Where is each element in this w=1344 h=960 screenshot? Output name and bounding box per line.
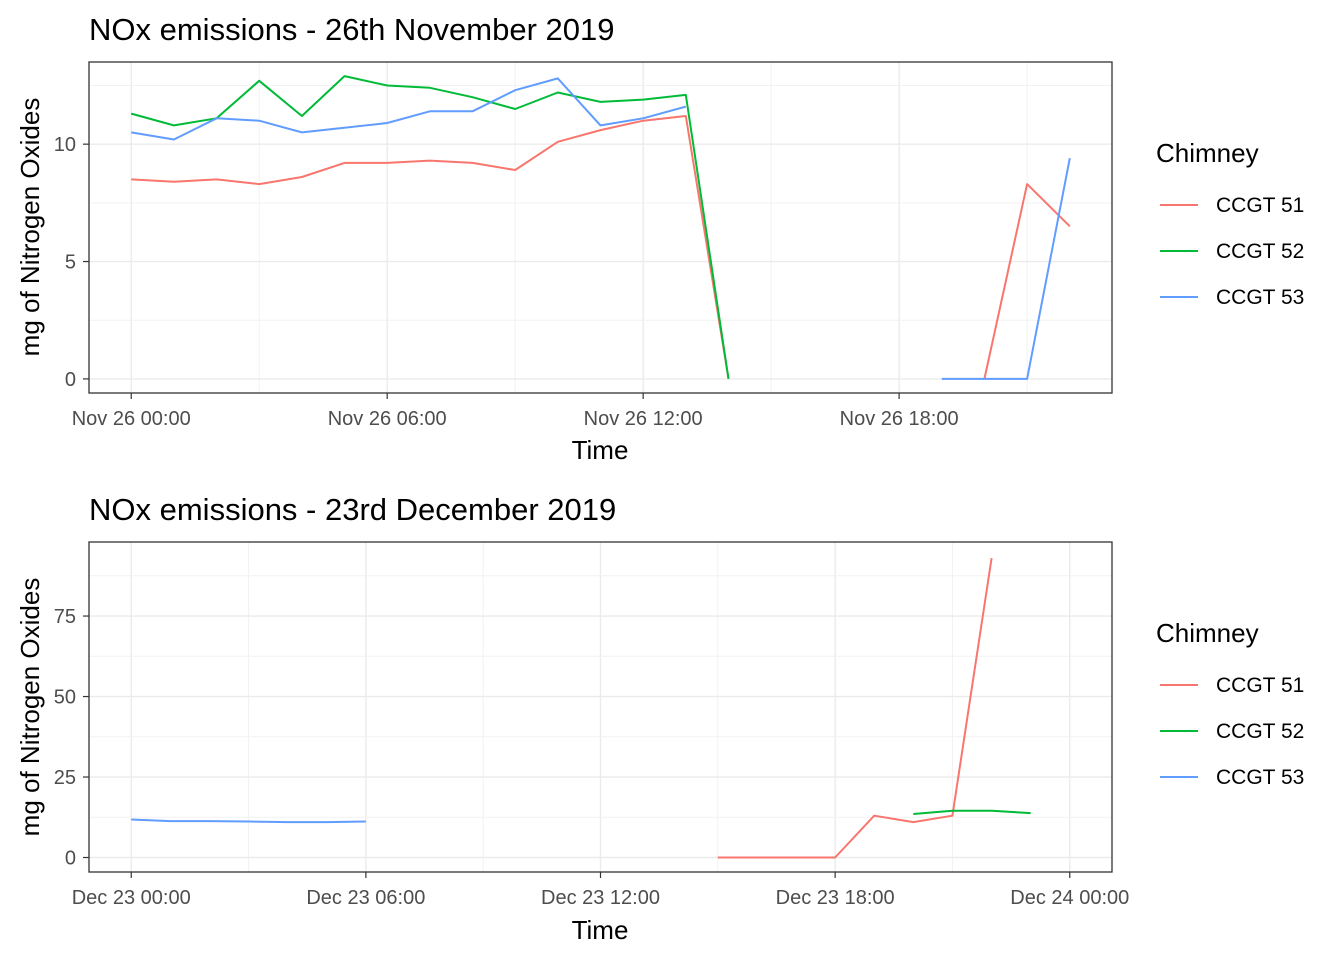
series-line-ccgt-51 bbox=[131, 115, 1071, 380]
chart-2-legend: Chimney CCGT 51 CCGT 52 CCGT 53 bbox=[1156, 618, 1304, 789]
chart-2-gridlines bbox=[89, 542, 1112, 872]
y-tick-label: 10 bbox=[54, 134, 76, 156]
series-line-ccgt-53 bbox=[131, 818, 366, 824]
chart-2-ticks: Dec 23 00:00 Dec 23 06:00 Dec 23 12:00 Dec … bbox=[54, 606, 1130, 909]
series-line-ccgt-51 bbox=[717, 557, 993, 859]
chart-panel-2: NOx emissions - 23rd December 2019 Dec 2… bbox=[15, 492, 1304, 945]
chart-2-x-axis-title: Time bbox=[572, 915, 629, 945]
x-tick-label: Dec 23 12:00 bbox=[541, 887, 660, 909]
chart-2-legend-title: Chimney bbox=[1156, 618, 1259, 648]
y-tick-label: 75 bbox=[54, 606, 76, 628]
y-tick-label: 0 bbox=[65, 369, 76, 391]
x-tick-label: Dec 23 06:00 bbox=[306, 887, 425, 909]
series-line-ccgt-53 bbox=[131, 77, 1071, 380]
x-tick-label: Dec 23 00:00 bbox=[72, 887, 191, 909]
legend-label-ccgt-52: CCGT 52 bbox=[1216, 240, 1304, 263]
chart-1-y-axis-title: mg of Nitrogen Oxides bbox=[15, 98, 45, 357]
legend-label-ccgt-53: CCGT 53 bbox=[1216, 766, 1304, 789]
chart-1-x-axis-title: Time bbox=[572, 435, 629, 465]
chart-panel-1: NOx emissions - 26th November 2019 Nov 2… bbox=[15, 12, 1304, 465]
chart-1-ticks: Nov 26 00:00 Nov 26 06:00 Nov 26 12:00 Nov … bbox=[54, 134, 959, 430]
series-line-ccgt-52 bbox=[913, 809, 1031, 815]
legend-label-ccgt-51: CCGT 51 bbox=[1216, 674, 1304, 697]
series-line-ccgt-52 bbox=[130, 75, 730, 380]
chart-1-panel-border bbox=[88, 61, 1113, 394]
chart-1-series-lines bbox=[130, 75, 1071, 380]
x-tick-label: Nov 26 00:00 bbox=[72, 408, 191, 430]
x-tick-label: Nov 26 18:00 bbox=[840, 408, 959, 430]
y-tick-label: 50 bbox=[54, 687, 76, 709]
y-tick-label: 25 bbox=[54, 767, 76, 789]
chart-1-title: NOx emissions - 26th November 2019 bbox=[89, 12, 615, 47]
chart-2-series-lines bbox=[131, 557, 1031, 859]
y-tick-label: 0 bbox=[65, 848, 76, 870]
legend-label-ccgt-52: CCGT 52 bbox=[1216, 720, 1304, 743]
x-tick-label: Dec 24 00:00 bbox=[1010, 887, 1129, 909]
chart-2-title: NOx emissions - 23rd December 2019 bbox=[89, 492, 616, 527]
chart-2-y-axis-title: mg of Nitrogen Oxides bbox=[15, 578, 45, 837]
x-tick-label: Nov 26 12:00 bbox=[584, 408, 703, 430]
legend-label-ccgt-51: CCGT 51 bbox=[1216, 194, 1304, 217]
y-tick-label: 5 bbox=[65, 252, 76, 274]
chart-1-legend-title: Chimney bbox=[1156, 138, 1259, 168]
x-tick-label: Dec 23 18:00 bbox=[776, 887, 895, 909]
x-tick-label: Nov 26 06:00 bbox=[328, 408, 447, 430]
chart-1-legend: Chimney CCGT 51 CCGT 52 CCGT 53 bbox=[1156, 138, 1304, 309]
legend-label-ccgt-53: CCGT 53 bbox=[1216, 286, 1304, 309]
chart-1-gridlines bbox=[89, 62, 1112, 393]
